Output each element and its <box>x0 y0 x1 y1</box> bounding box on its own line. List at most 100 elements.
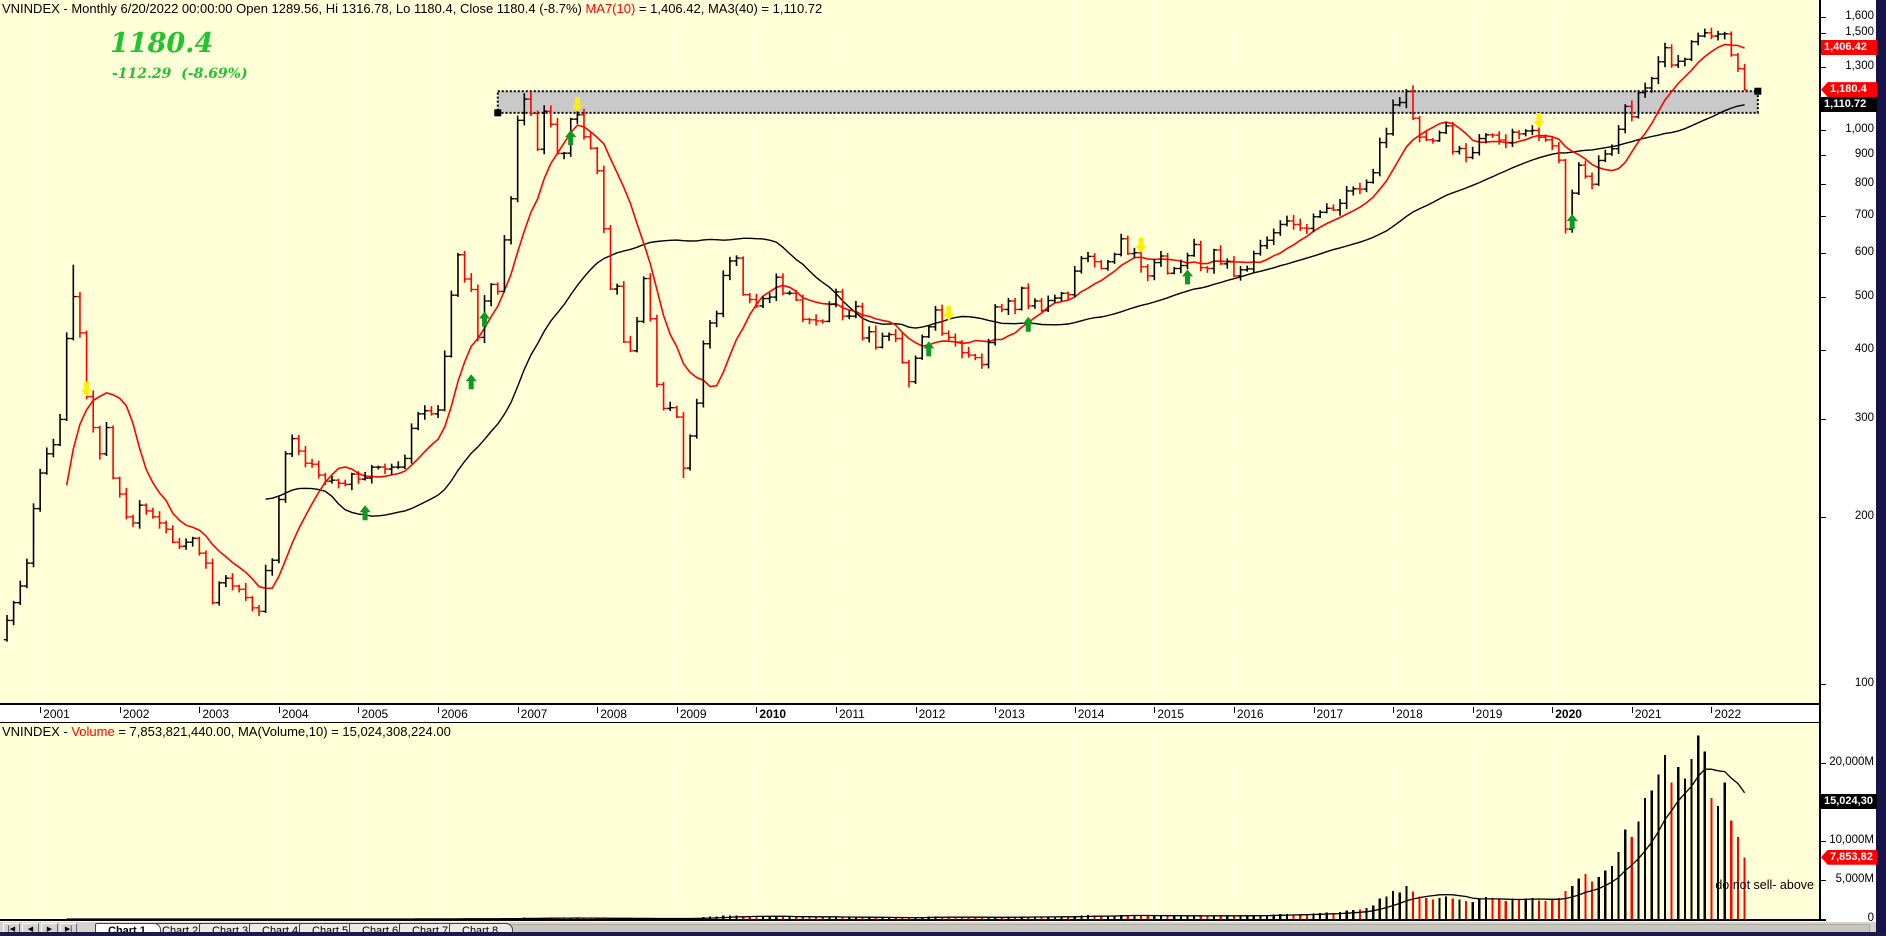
yellow-down-arrow-icon <box>1533 113 1545 129</box>
price-axis-label: 600 <box>1854 245 1874 258</box>
year-tick <box>1074 707 1076 713</box>
volume-axis-label: 20,000M <box>1829 756 1874 768</box>
price-axis-label: 300 <box>1854 412 1874 425</box>
ma-fast-label: MA7(10) <box>585 1 636 16</box>
green-up-arrow-icon <box>359 505 371 521</box>
yellow-down-arrow-icon <box>1135 237 1147 253</box>
green-up-arrow-icon <box>479 311 490 327</box>
year-label-2008: 2008 <box>597 707 627 721</box>
price-axis-label: 700 <box>1854 208 1874 221</box>
window-bottom-edge <box>0 932 1886 936</box>
price-axis-tick <box>1820 32 1826 34</box>
volume-bars <box>5 735 1746 919</box>
volume-pane-background <box>0 740 1820 921</box>
year-gridlines <box>39 8 1712 918</box>
year-label-2021: 2021 <box>1631 707 1662 721</box>
price-axis-label: 1,000 <box>1845 122 1874 135</box>
price-axis-label: 1,600 <box>1845 9 1874 22</box>
price-axis-label: 1,300 <box>1845 59 1874 72</box>
green-up-arrow-icon <box>923 341 935 357</box>
year-label-2006: 2006 <box>438 707 468 721</box>
year-label-2017: 2017 <box>1313 707 1343 721</box>
year-label-2001: 2001 <box>40 707 70 721</box>
volume-axis-label: 5,000M <box>1835 873 1874 885</box>
yellow-down-arrow-icon <box>81 381 93 397</box>
year-tick <box>676 707 678 713</box>
year-tick <box>597 707 599 713</box>
year-tick <box>836 707 837 713</box>
volume-tag: 7,853,82 <box>1821 849 1877 865</box>
price-axis-tick <box>1820 516 1826 518</box>
ma-values-label: = 1,406.42, MA3(40) = 1,110.72 <box>635 1 823 16</box>
price-tag-11804: 1,180.4 <box>1821 82 1877 98</box>
year-label-2010: 2010 <box>756 707 786 721</box>
volume-tag: 15,024,30 <box>1821 793 1877 809</box>
price-axis-label: 900 <box>1854 148 1874 161</box>
price-axis-tick <box>1820 129 1826 131</box>
year-tick <box>199 707 201 713</box>
yellow-down-arrow-icon <box>943 305 955 321</box>
price-pane-title: VNINDEX - Monthly 6/20/2022 00:00:00 Ope… <box>2 1 822 16</box>
year-tick <box>119 707 121 713</box>
year-tick <box>756 707 758 713</box>
last-price-quote: 1180.4 <box>110 28 214 59</box>
year-tick <box>1313 707 1315 713</box>
year-tick <box>1393 707 1395 713</box>
green-up-arrow-icon <box>1022 316 1034 332</box>
volume-label: Volume <box>71 724 115 739</box>
year-tick <box>1472 707 1474 713</box>
year-label-2011: 2011 <box>836 707 865 721</box>
year-tick <box>1552 707 1554 713</box>
year-tick <box>1154 707 1156 713</box>
volume-header-background <box>0 723 1820 740</box>
volume-axis-label: 10,000M <box>1829 834 1874 846</box>
year-tick <box>517 707 519 713</box>
x-axis-label-row: 2001 2002 2003 2004 2005 2006 2007 2008 2009 2010… <box>0 703 1820 723</box>
price-axis-tick <box>1820 215 1826 217</box>
price-axis-tick <box>1820 183 1826 185</box>
price-axis-label: 800 <box>1854 176 1874 189</box>
band-handle-right[interactable] <box>1754 87 1762 95</box>
year-label-2018: 2018 <box>1393 707 1423 721</box>
price-pane-background <box>0 0 1820 703</box>
green-up-arrow-icon <box>1182 269 1193 285</box>
ohlc-bars <box>3 27 1748 642</box>
volume-axis-label: 0 <box>1867 912 1874 924</box>
green-up-arrow-icon <box>465 374 477 390</box>
year-tick <box>1233 707 1235 713</box>
green-up-arrow-icon <box>565 130 577 145</box>
yellow-down-arrow-icon <box>571 96 583 112</box>
price-axis-label: 400 <box>1854 343 1874 356</box>
year-label-2007: 2007 <box>517 707 547 721</box>
price-axis-tick <box>1820 683 1826 685</box>
year-label-2020: 2020 <box>1552 707 1582 721</box>
year-label-2005: 2005 <box>358 707 388 721</box>
year-tick <box>1711 707 1713 713</box>
last-price-change: -112.29 (-8.69%) <box>112 66 248 82</box>
year-label-2016: 2016 <box>1233 707 1264 721</box>
year-label-2009: 2009 <box>676 707 707 721</box>
volume-pane-title: VNINDEX - Volume = 7,853,821,440.00, MA(… <box>2 724 451 739</box>
year-tick <box>278 707 280 713</box>
chart-annotation-note: do not sell- above <box>1715 878 1814 892</box>
moving-average-lines <box>65 43 1746 920</box>
year-tick <box>40 707 42 713</box>
volume-axis-tick <box>1820 841 1826 842</box>
year-label-2002: 2002 <box>119 707 149 721</box>
year-label-2022: 2022 <box>1711 707 1741 721</box>
year-label-2004: 2004 <box>278 707 309 721</box>
price-tag-140642: 1,406.42 <box>1821 39 1877 55</box>
year-label-2003: 2003 <box>199 707 229 721</box>
band-handle-left[interactable] <box>494 109 502 117</box>
volume-axis-tick <box>1820 880 1826 881</box>
year-label-2014: 2014 <box>1074 707 1104 721</box>
year-label-2015: 2015 <box>1154 707 1184 721</box>
price-axis-label: 1,500 <box>1845 25 1874 38</box>
volume-values-label: = 7,853,821,440.00, MA(Volume,10) = 15,0… <box>114 724 451 739</box>
price-axis-tick <box>1820 350 1826 352</box>
year-tick <box>1631 707 1633 713</box>
price-axis-tick <box>1820 66 1826 68</box>
year-tick <box>915 707 917 713</box>
year-label-2013: 2013 <box>995 707 1025 721</box>
